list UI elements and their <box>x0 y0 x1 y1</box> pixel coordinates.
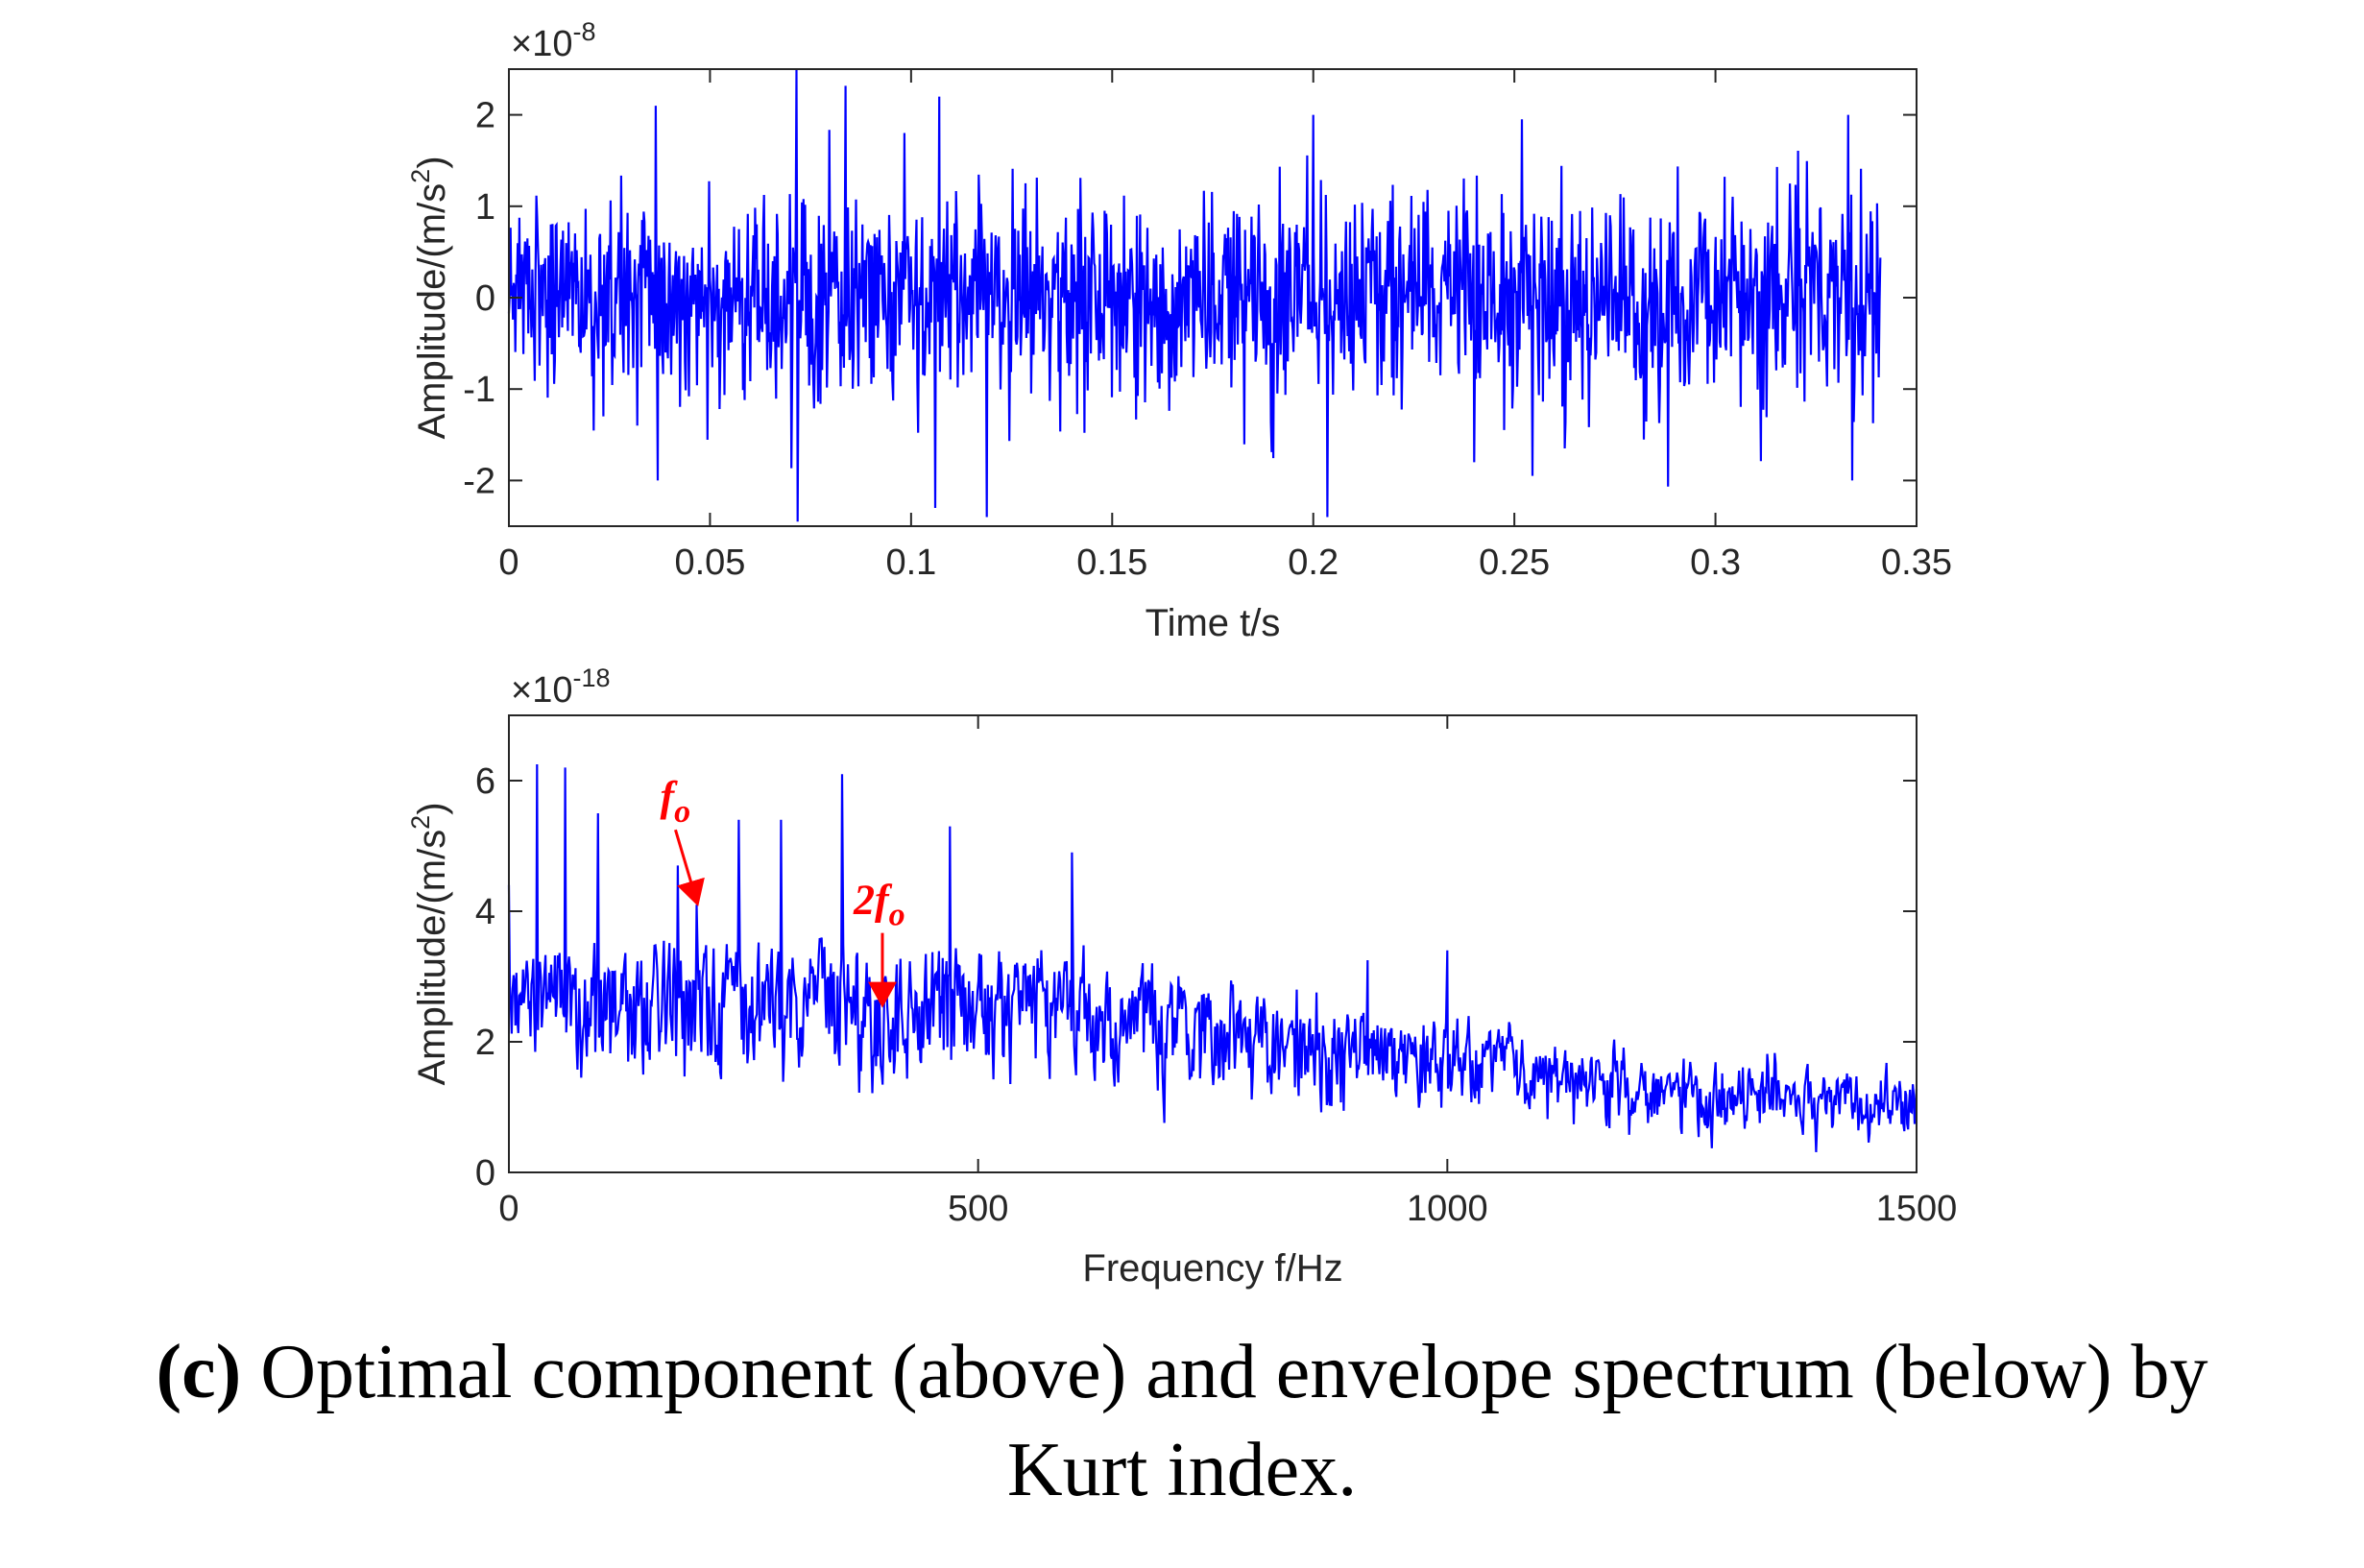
y-tick-label: -2 <box>463 461 495 501</box>
x-axis-label: Time t/s <box>1146 602 1281 644</box>
figure-caption: (c) Optimal component (above) and envelo… <box>0 1323 2364 1519</box>
y-tick-label: 1 <box>475 187 495 228</box>
x-axis-label: Frequency f/Hz <box>1082 1247 1342 1290</box>
y-tick-label: 0 <box>475 1153 495 1194</box>
annotations: fo 2fo <box>660 773 905 1008</box>
x-tick-label: 0.25 <box>1479 543 1550 583</box>
y-scale-factor: ×10-8 <box>511 17 595 64</box>
top-ticks: 0 0.05 0.1 0.15 0.2 0.25 0.3 0.35 -2 -1 0 1 2 <box>463 69 1952 583</box>
x-tick-label: 0.15 <box>1076 543 1147 583</box>
x-tick-label: 0 <box>498 1189 519 1229</box>
caption-line-1: (c) Optimal component (above) and envelo… <box>156 1330 2208 1414</box>
axes-box <box>508 714 1918 1173</box>
annotation: 2fo <box>853 877 905 1008</box>
annotation-arrow <box>674 829 705 906</box>
x-tick-label: 500 <box>948 1189 1008 1229</box>
y-scale-factor: ×10-18 <box>511 663 611 711</box>
annotation-label: 2fo <box>853 877 905 933</box>
time-signal-series <box>507 68 1882 522</box>
envelope-spectrum-plot: 0 500 1000 1500 0 2 4 6 Frequency f/Hz Amplitud… <box>406 663 1957 1290</box>
y-axis-label: Amplitude/(m/s2) <box>406 802 453 1085</box>
caption-line-2: Kurt index. <box>1006 1428 1358 1512</box>
x-tick-label: 1500 <box>1876 1189 1958 1229</box>
x-tick-label: 0.05 <box>674 543 745 583</box>
signal-line <box>507 68 1882 522</box>
time-signal-plot: 0 0.05 0.1 0.15 0.2 0.25 0.3 0.35 -2 -1 0 1 2 Time t… <box>406 17 1952 644</box>
y-tick-label: -1 <box>463 370 495 410</box>
annotation-label: fo <box>660 773 690 830</box>
y-tick-label: 0 <box>475 278 495 319</box>
y-tick-label: 4 <box>475 892 495 932</box>
y-tick-label: 2 <box>475 96 495 136</box>
spectrum-line <box>507 763 1918 1152</box>
caption-label: (c) <box>156 1330 242 1414</box>
x-tick-label: 0.2 <box>1288 543 1339 583</box>
x-tick-label: 1000 <box>1407 1189 1488 1229</box>
x-tick-label: 0 <box>498 543 519 583</box>
y-tick-label: 2 <box>475 1023 495 1063</box>
bottom-ticks: 0 500 1000 1500 0 2 4 6 <box>475 715 1957 1229</box>
x-tick-label: 0.1 <box>885 543 936 583</box>
envelope-spectrum-series <box>507 763 1918 1152</box>
annotation: fo <box>660 773 705 906</box>
x-tick-label: 0.3 <box>1690 543 1741 583</box>
y-tick-label: 6 <box>475 761 495 802</box>
y-axis-label: Amplitude/(m/s2) <box>406 156 453 439</box>
x-tick-label: 0.35 <box>1881 543 1952 583</box>
